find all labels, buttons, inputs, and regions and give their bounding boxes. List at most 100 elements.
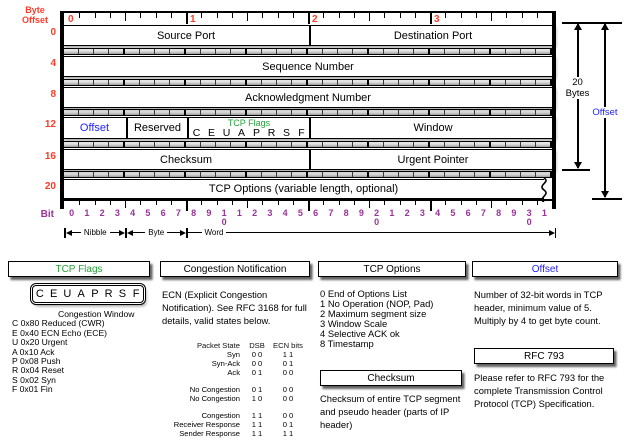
sep-bit-cell bbox=[140, 172, 155, 177]
sep-bit-cell bbox=[64, 49, 79, 54]
sep-bit-cell bbox=[308, 80, 323, 85]
bit-number: 7 bbox=[328, 208, 334, 218]
sep-bit-cell bbox=[170, 110, 186, 115]
flag-letter: C bbox=[35, 288, 44, 300]
ruler-tick bbox=[155, 201, 157, 205]
panel-rfc-title: RFC 793 bbox=[474, 348, 614, 364]
bit-separator bbox=[64, 141, 552, 148]
row-checksum-urgent: Checksum Urgent Pointer bbox=[62, 149, 554, 170]
sep-bit-cell bbox=[338, 172, 353, 177]
sep-bit-cell bbox=[384, 80, 399, 85]
sep-bit-cell bbox=[521, 142, 536, 147]
sep-bit-cell bbox=[460, 172, 475, 177]
annotation-bottom-line bbox=[592, 198, 622, 200]
sep-bit-cell bbox=[201, 80, 216, 85]
ruler-tick bbox=[445, 13, 447, 18]
sep-bit-cell bbox=[369, 142, 384, 147]
ruler-tick bbox=[94, 201, 96, 205]
flag-letter: S bbox=[118, 288, 127, 300]
flag-line: F 0x01 Fin bbox=[12, 384, 53, 395]
byte-number: 0 bbox=[68, 14, 74, 25]
ruler-tick bbox=[216, 201, 218, 205]
flag-line: C 0x80 Reduced (CWR) bbox=[12, 318, 105, 329]
sep-bit-cell bbox=[491, 110, 506, 115]
row-tcp-options: TCP Options (variable length, optional) bbox=[62, 179, 544, 199]
bit-number: 3 bbox=[114, 208, 120, 218]
ecn-cell: 0 0 bbox=[282, 368, 294, 377]
sep-bit-cell bbox=[170, 142, 186, 147]
ecn-cell: Syn bbox=[226, 350, 240, 359]
sep-bit-cell bbox=[140, 142, 155, 147]
sep-bit-cell bbox=[323, 110, 338, 115]
sep-bit-cell bbox=[414, 49, 430, 54]
ruler-tick bbox=[277, 201, 279, 205]
bit-separator bbox=[64, 171, 552, 178]
row-offset-4: 4 bbox=[50, 58, 56, 69]
sep-bit-cell bbox=[384, 172, 399, 177]
ruler-tick bbox=[216, 13, 218, 18]
bit-number: 3 bbox=[267, 208, 273, 218]
sep-bit-cell bbox=[414, 110, 430, 115]
sep-bit-cell bbox=[94, 110, 109, 115]
ruler-tick bbox=[384, 13, 386, 18]
bit-number: 8 bbox=[496, 208, 502, 218]
sep-bit-cell bbox=[277, 110, 292, 115]
sep-bit-cell bbox=[186, 80, 201, 85]
sep-bit-cell bbox=[277, 172, 292, 177]
flag-line: A 0x10 Ack bbox=[12, 346, 55, 357]
sep-bit-cell bbox=[369, 110, 384, 115]
sep-bit-cell bbox=[201, 142, 216, 147]
byte-label: Byte bbox=[148, 228, 165, 237]
ruler-tick bbox=[140, 13, 142, 18]
tcp-flags-label: TCP Flags bbox=[227, 118, 271, 128]
sep-bit-cell bbox=[506, 172, 521, 177]
twenty-bytes-label: 20 Bytes bbox=[561, 77, 594, 99]
flag-letter: E bbox=[49, 288, 58, 300]
flag-letter: A bbox=[237, 127, 245, 139]
panel-tcp-flags-title: TCP Flags bbox=[8, 261, 150, 277]
byte-span: Byte bbox=[125, 227, 187, 238]
ecn-cell: 0 1 bbox=[251, 385, 263, 394]
ruler-tick bbox=[536, 13, 538, 18]
field-data-offset: Offset bbox=[79, 122, 110, 134]
nibble-label: Nibble bbox=[83, 228, 107, 237]
ecn-cell: 0 0 bbox=[282, 385, 294, 394]
row-offset-12: 12 bbox=[44, 119, 56, 130]
sep-bit-cell bbox=[399, 172, 414, 177]
flag-letter: U bbox=[63, 288, 72, 300]
sep-bit-cell bbox=[262, 49, 277, 54]
ecn-cell: 0 1 bbox=[282, 420, 294, 429]
sep-bit-cell bbox=[491, 142, 506, 147]
flag-letter: C bbox=[192, 127, 201, 139]
sep-bit-cell bbox=[536, 49, 552, 54]
sep-bit-cell bbox=[140, 110, 155, 115]
sep-bit-cell bbox=[109, 110, 125, 115]
nibble-span: Nibble bbox=[64, 227, 125, 238]
bit-axis-label: Bit bbox=[40, 209, 54, 220]
ruler-tick bbox=[186, 201, 188, 211]
ecn-cell: 1 1 bbox=[251, 429, 263, 438]
ecn-group-gap bbox=[160, 377, 310, 385]
sep-bit-cell bbox=[155, 172, 170, 177]
bit-number: 1 bbox=[236, 208, 242, 218]
sep-bit-cell bbox=[353, 80, 369, 85]
annotation-mid-line bbox=[562, 169, 590, 171]
sep-bit-cell bbox=[292, 172, 308, 177]
ruler-tick bbox=[308, 201, 310, 211]
ruler-tick bbox=[475, 201, 477, 205]
ruler-tick bbox=[262, 201, 264, 205]
sep-bit-cell bbox=[170, 172, 186, 177]
sep-bit-cell bbox=[475, 110, 491, 115]
sep-bit-cell bbox=[231, 172, 247, 177]
sep-bit-cell bbox=[521, 80, 536, 85]
bit-number: 4 bbox=[282, 208, 288, 218]
offset-body: Number of 32-bit words in TCP header, mi… bbox=[474, 289, 603, 326]
ruler-tick bbox=[323, 201, 325, 205]
ecn-cell: 0 1 bbox=[251, 368, 263, 377]
sep-bit-cell bbox=[216, 172, 231, 177]
